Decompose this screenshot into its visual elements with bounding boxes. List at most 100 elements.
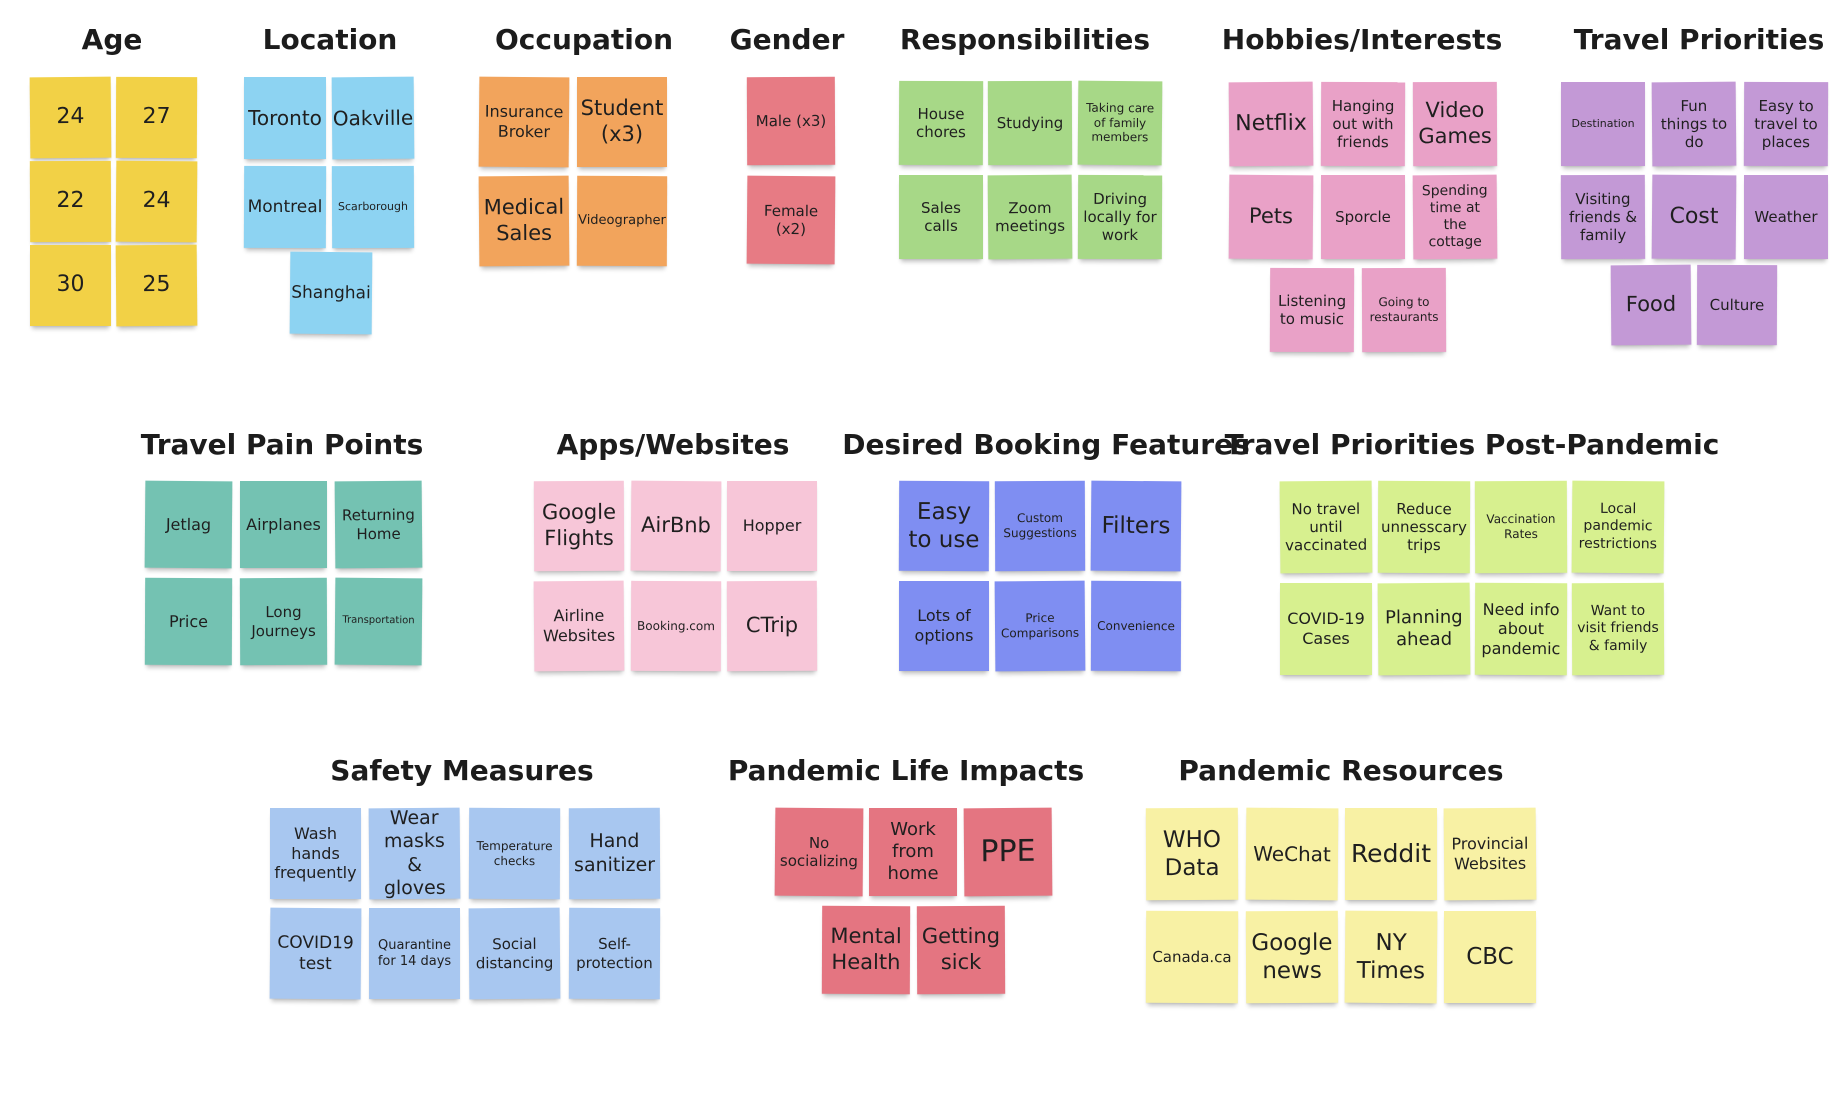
sticky-note-location-scarborough[interactable]: Scarborough — [331, 165, 415, 249]
sticky-note-post-pandemic-vaccination-rates[interactable]: Vaccination Rates — [1474, 480, 1568, 574]
sticky-note-pain-points-long-journeys[interactable]: Long Journeys — [239, 577, 328, 666]
sticky-note-label: Spending time at the cottage — [1421, 182, 1488, 251]
sticky-note-pain-points-transportation[interactable]: Transportation — [334, 577, 423, 666]
sticky-note-post-pandemic-need-info-about-pandemic[interactable]: Need info about pandemic — [1474, 582, 1568, 676]
sticky-note-hobbies-spending-time-at-the-cottage[interactable]: Spending time at the cottage — [1412, 174, 1498, 260]
sticky-note-resources-wechat[interactable]: WeChat — [1245, 807, 1339, 901]
sticky-note-label: Video Games — [1418, 98, 1492, 149]
sticky-note-apps-booking-com[interactable]: Booking.com — [630, 580, 722, 672]
sticky-note-safety-quarantine-for-14-days[interactable]: Quarantine for 14 days — [369, 908, 460, 999]
sticky-note-apps-ctrip[interactable]: CTrip — [726, 580, 818, 672]
sticky-note-safety-hand-sanitizer[interactable]: Hand sanitizer — [568, 807, 661, 900]
sticky-note-safety-wash-hands-frequently[interactable]: Wash hands frequently — [270, 808, 361, 899]
sticky-note-resources-who-data[interactable]: WHO Data — [1145, 807, 1239, 901]
sticky-note-location-shanghai[interactable]: Shanghai — [289, 251, 373, 335]
sticky-note-apps-google-flights[interactable]: Google Flights — [533, 480, 625, 572]
sticky-note-booking-price-comparisons[interactable]: Price Comparisons — [994, 580, 1086, 672]
sticky-note-hobbies-netflix[interactable]: Netflix — [1228, 81, 1314, 167]
sticky-note-label: Price Comparisons — [1000, 611, 1080, 641]
sticky-note-apps-hopper[interactable]: Hopper — [727, 481, 817, 571]
sticky-note-travel-priorities-cost[interactable]: Cost — [1651, 174, 1737, 260]
sticky-note-age-22[interactable]: 22 — [29, 160, 112, 243]
sticky-note-pain-points-price[interactable]: Price — [144, 577, 233, 666]
sticky-note-occupation-insurance-broker[interactable]: Insurance Broker — [478, 76, 570, 168]
sticky-note-label: Cost — [1669, 203, 1719, 229]
sticky-note-life-impacts-no-socializing[interactable]: No socializing — [774, 807, 864, 897]
sticky-note-age-25[interactable]: 25 — [115, 244, 198, 327]
sticky-note-life-impacts-getting-sick[interactable]: Getting sick — [916, 905, 1006, 995]
sticky-note-booking-filters[interactable]: Filters — [1090, 480, 1182, 572]
sticky-note-label: Vaccination Rates — [1486, 512, 1556, 542]
group-title-apps: Apps/Websites — [556, 428, 790, 461]
sticky-note-post-pandemic-no-travel-until-vaccinated[interactable]: No travel until vaccinated — [1279, 480, 1373, 574]
sticky-note-safety-temperature-checks[interactable]: Temperature checks — [468, 807, 561, 900]
sticky-note-resources-ny-times[interactable]: NY Times — [1344, 910, 1438, 1004]
sticky-note-travel-priorities-destination[interactable]: Destination — [1561, 82, 1645, 166]
sticky-note-occupation-student-x3[interactable]: Student (x3) — [577, 77, 667, 167]
sticky-note-pain-points-airplanes[interactable]: Airplanes — [240, 481, 327, 568]
sticky-note-responsibilities-house-chores[interactable]: House chores — [898, 80, 984, 166]
sticky-note-travel-priorities-fun-things-to-do[interactable]: Fun things to do — [1651, 81, 1737, 167]
sticky-note-booking-easy-to-use[interactable]: Easy to use — [898, 480, 990, 572]
sticky-note-responsibilities-driving-locally-for-work[interactable]: Driving locally for work — [1077, 174, 1163, 260]
sticky-note-location-oakville[interactable]: Oakville — [331, 76, 415, 160]
sticky-note-safety-social-distancing[interactable]: Social distancing — [468, 907, 561, 1000]
sticky-note-responsibilities-zoom-meetings[interactable]: Zoom meetings — [987, 174, 1073, 260]
sticky-note-age-30[interactable]: 30 — [30, 245, 111, 326]
sticky-note-post-pandemic-covid-19-cases[interactable]: COVID-19 Cases — [1280, 583, 1372, 675]
sticky-note-apps-airline-websites[interactable]: Airline Websites — [533, 580, 625, 672]
sticky-note-hobbies-pets[interactable]: Pets — [1228, 174, 1314, 260]
sticky-note-location-montreal[interactable]: Montreal — [243, 165, 327, 249]
sticky-note-booking-lots-of-options[interactable]: Lots of options — [899, 581, 989, 671]
sticky-note-resources-canada-ca[interactable]: Canada.ca — [1145, 910, 1239, 1004]
sticky-note-label: Returning Home — [341, 505, 415, 543]
sticky-note-hobbies-listening-to-music[interactable]: Listening to music — [1269, 267, 1355, 353]
sticky-note-responsibilities-studying[interactable]: Studying — [987, 80, 1073, 166]
sticky-note-life-impacts-mental-health[interactable]: Mental Health — [821, 905, 911, 995]
sticky-note-booking-custom-suggestions[interactable]: Custom Suggestions — [994, 480, 1086, 572]
sticky-note-travel-priorities-culture[interactable]: Culture — [1696, 264, 1778, 346]
sticky-note-label: Toronto — [248, 105, 322, 130]
group-title-life-impacts: Pandemic Life Impacts — [727, 754, 1085, 787]
sticky-note-post-pandemic-planning-ahead[interactable]: Planning ahead — [1377, 582, 1471, 676]
sticky-note-age-27[interactable]: 27 — [115, 76, 198, 159]
sticky-note-booking-convenience[interactable]: Convenience — [1090, 580, 1182, 672]
sticky-note-post-pandemic-want-to-visit-friends-family[interactable]: Want to visit friends & family — [1571, 582, 1665, 676]
sticky-note-safety-wear-masks-gloves[interactable]: Wear masks & gloves — [368, 807, 461, 900]
group-title-resources: Pandemic Resources — [1178, 754, 1504, 787]
sticky-note-label: Google Flights — [541, 500, 617, 551]
sticky-note-hobbies-sporcle[interactable]: Sporcle — [1321, 175, 1405, 259]
sticky-note-apps-airbnb[interactable]: AirBnb — [630, 480, 722, 572]
sticky-note-pain-points-returning-home[interactable]: Returning Home — [334, 480, 423, 569]
sticky-note-responsibilities-sales-calls[interactable]: Sales calls — [899, 175, 983, 259]
sticky-note-hobbies-video-games[interactable]: Video Games — [1412, 81, 1498, 167]
sticky-note-gender-female-x2[interactable]: Female (x2) — [746, 175, 836, 265]
sticky-note-post-pandemic-local-pandemic-restrictions[interactable]: Local pandemic restrictions — [1571, 480, 1665, 574]
sticky-note-resources-reddit[interactable]: Reddit — [1345, 808, 1437, 900]
sticky-note-occupation-medical-sales[interactable]: Medical Sales — [478, 175, 570, 267]
sticky-note-hobbies-going-to-restaurants[interactable]: Going to restaurants — [1361, 267, 1447, 353]
sticky-note-life-impacts-work-from-home[interactable]: Work from home — [869, 808, 957, 896]
sticky-note-resources-google-news[interactable]: Google news — [1245, 910, 1339, 1004]
sticky-note-pain-points-jetlag[interactable]: Jetlag — [144, 480, 233, 569]
sticky-note-label: Jetlag — [165, 514, 212, 534]
sticky-note-travel-priorities-visiting-friends-family[interactable]: Visiting friends & family — [1560, 174, 1646, 260]
sticky-note-resources-cbc[interactable]: CBC — [1444, 911, 1536, 1003]
sticky-note-responsibilities-taking-care-of-family-members[interactable]: Taking care of family members — [1077, 80, 1163, 166]
sticky-note-location-toronto[interactable]: Toronto — [244, 77, 326, 159]
sticky-note-age-24[interactable]: 24 — [29, 76, 112, 159]
sticky-note-travel-priorities-food[interactable]: Food — [1610, 264, 1692, 346]
sticky-note-occupation-videographer[interactable]: Videographer — [576, 175, 668, 267]
sticky-note-life-impacts-ppe[interactable]: PPE — [963, 807, 1053, 897]
sticky-note-post-pandemic-reduce-unnesscary-trips[interactable]: Reduce unnesscary trips — [1377, 480, 1471, 574]
sticky-note-hobbies-hanging-out-with-friends[interactable]: Hanging out with friends — [1320, 81, 1406, 167]
sticky-note-label: Shanghai — [291, 282, 371, 303]
sticky-note-safety-covid19-test[interactable]: COVID19 test — [269, 907, 362, 1000]
sticky-note-age-24[interactable]: 24 — [115, 160, 198, 243]
sticky-note-travel-priorities-weather[interactable]: Weather — [1744, 175, 1828, 259]
sticky-note-safety-self-protection[interactable]: Self-protection — [568, 907, 661, 1000]
sticky-note-label: No travel until vaccinated — [1285, 499, 1368, 555]
sticky-note-resources-provincial-websites[interactable]: Provincial Websites — [1443, 807, 1537, 901]
sticky-note-gender-male-x3[interactable]: Male (x3) — [746, 76, 836, 166]
sticky-note-travel-priorities-easy-to-travel-to-places[interactable]: Easy to travel to places — [1743, 81, 1829, 167]
